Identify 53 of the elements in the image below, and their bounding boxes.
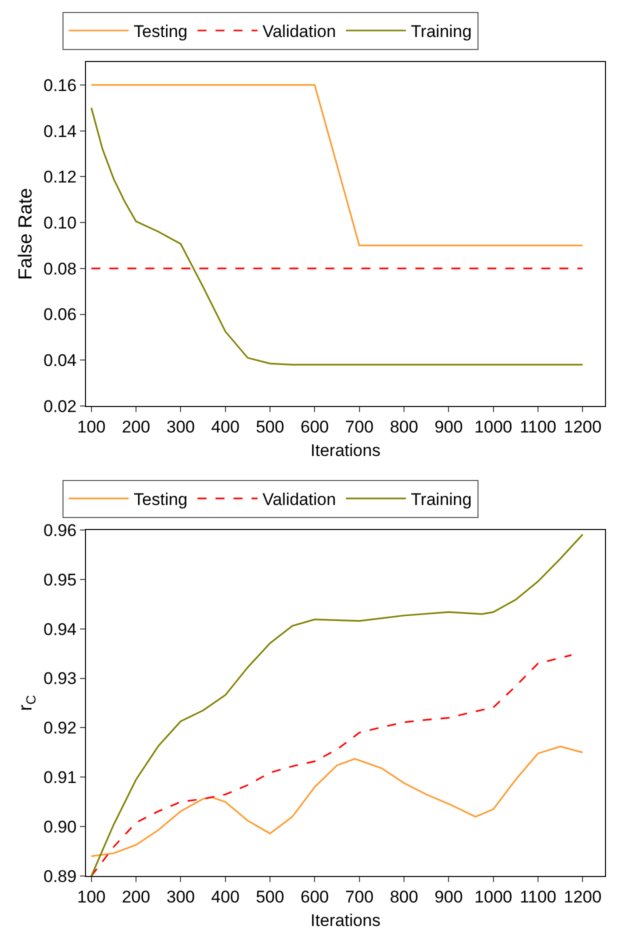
x-tick-label: 600 <box>300 417 329 436</box>
y-tick-label: 0.90 <box>44 818 77 837</box>
x-tick-label: 700 <box>345 417 374 436</box>
y-tick-label: 0.10 <box>44 213 77 232</box>
x-tick-label: 300 <box>166 417 195 436</box>
x-tick-label: 400 <box>211 417 240 436</box>
x-tick-label: 1100 <box>520 417 556 436</box>
y-tick-label: 0.08 <box>44 259 77 278</box>
legend-label: Validation <box>262 490 336 510</box>
x-tick-label: 400 <box>211 887 240 906</box>
x-tick-label: 1100 <box>520 887 556 906</box>
y-tick-label: 0.95 <box>44 570 77 590</box>
x-tick-label: 800 <box>390 417 418 436</box>
x-tick-label: 800 <box>390 887 418 906</box>
line-series <box>90 107 584 366</box>
y-tick-label: 0.89 <box>44 866 77 886</box>
y-tick-label: 0.14 <box>44 122 77 141</box>
line-series <box>90 746 584 858</box>
x-tick-label: 700 <box>345 887 374 906</box>
y-tick-label: 0.92 <box>44 718 77 738</box>
x-tick-label: 1200 <box>564 417 602 436</box>
legend-label: Training <box>410 490 472 510</box>
y-tick-label: 0.94 <box>44 620 77 639</box>
x-tick-label: 900 <box>434 887 463 906</box>
x-axis-title: Iterations <box>310 910 380 930</box>
x-tick-label: 500 <box>256 887 284 906</box>
x-tick-label: 100 <box>77 887 106 906</box>
line-series <box>90 654 572 876</box>
y-axis-title: False Rate <box>15 188 36 280</box>
x-tick-label: 100 <box>77 417 106 436</box>
line-series <box>90 534 584 876</box>
y-tick-label: 0.04 <box>44 351 77 370</box>
y-tick-label: 0.12 <box>44 168 77 187</box>
x-tick-label: 300 <box>166 887 195 906</box>
legend-label: Training <box>410 22 472 42</box>
y-tick-label: 0.02 <box>44 396 77 416</box>
x-tick-label: 200 <box>122 887 150 906</box>
y-tick-label: 0.16 <box>44 76 77 95</box>
x-tick-label: 1000 <box>474 417 512 436</box>
y-tick-label: 0.93 <box>44 669 77 688</box>
legend-label: Validation <box>262 22 336 42</box>
x-tick-label: 900 <box>434 417 463 436</box>
x-tick-label: 1000 <box>474 887 512 906</box>
x-tick-label: 600 <box>300 887 329 906</box>
x-tick-label: 1200 <box>564 887 602 906</box>
y-tick-label: 0.91 <box>44 768 77 788</box>
legend-label: Testing <box>134 22 188 42</box>
y-tick-label: 0.96 <box>44 520 77 540</box>
legend-label: Testing <box>134 490 188 510</box>
x-tick-label: 200 <box>122 417 150 436</box>
x-tick-label: 500 <box>256 417 284 436</box>
x-axis-title: Iterations <box>310 440 380 460</box>
y-tick-label: 0.06 <box>44 305 77 324</box>
